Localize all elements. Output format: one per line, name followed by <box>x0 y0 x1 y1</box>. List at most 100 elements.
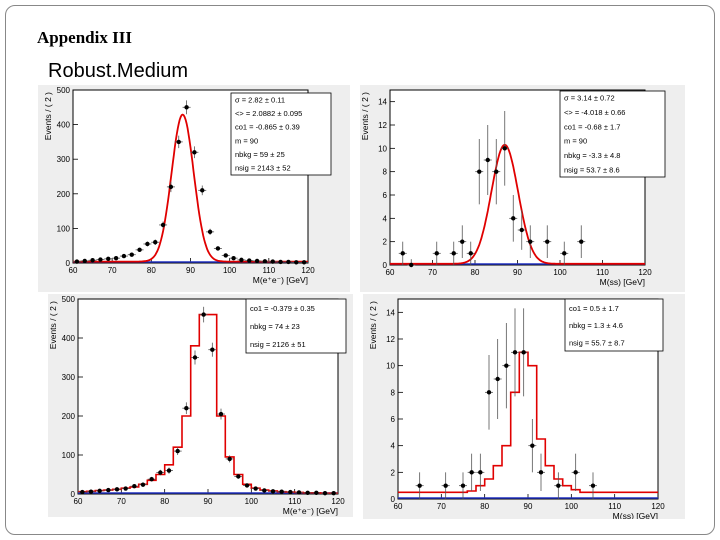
data-point <box>80 489 85 495</box>
y-tick-label: 2 <box>383 238 388 247</box>
y-tick-label: 500 <box>62 295 76 304</box>
x-tick-label: 90 <box>513 268 522 277</box>
data-point <box>160 222 166 228</box>
data-point <box>305 490 310 496</box>
y-tick-label: 0 <box>391 495 396 504</box>
stat-line: nbkg = -3.3 ± 4.8 <box>564 151 620 160</box>
data-point <box>74 259 80 264</box>
stat-box-frame <box>230 92 332 176</box>
stat-box: co1 = 0.5 ± 1.7 nbkg = 1.3 ± 4.6 nsig = 55… <box>564 298 664 352</box>
data-point <box>519 227 524 233</box>
data-point <box>301 260 307 265</box>
data-point <box>322 491 328 496</box>
data-point <box>502 146 507 151</box>
data-point <box>521 350 526 355</box>
y-tick-label: 100 <box>57 224 71 233</box>
data-point <box>468 251 473 256</box>
data-point <box>184 406 189 411</box>
y-axis-label: Events / ( 2 ) <box>48 301 58 349</box>
stat-line: σ = 3.14 ± 0.72 <box>564 94 615 103</box>
data-point <box>579 239 584 244</box>
data-point <box>168 184 174 190</box>
y-tick-label: 500 <box>57 86 71 95</box>
y-tick-label: 300 <box>57 155 71 164</box>
y-tick-label: 14 <box>386 308 395 317</box>
y-tick-label: 12 <box>386 335 395 344</box>
x-tick-label: 90 <box>524 502 533 511</box>
stat-line: co1 = 0.5 ± 1.7 <box>569 304 619 313</box>
data-point <box>443 483 448 488</box>
data-point <box>270 489 276 494</box>
stat-line: nsig = 55.7 ± 8.7 <box>569 338 625 347</box>
data-point <box>331 491 336 496</box>
data-point <box>278 259 283 265</box>
stat-line: m = 90 <box>564 137 587 146</box>
y-tick-label: 200 <box>57 190 71 199</box>
data-point <box>88 489 94 494</box>
x-tick-label: 120 <box>651 502 665 511</box>
data-point <box>223 253 228 258</box>
stat-box: σ = 3.14 ± 0.72 <> = -4.018 ± 0.66 co1 = -… <box>559 90 666 178</box>
data-point <box>114 487 120 492</box>
data-point <box>460 239 465 244</box>
data-point <box>409 262 414 268</box>
y-tick-label: 200 <box>62 412 76 421</box>
x-tick-label: 110 <box>596 268 609 277</box>
x-axis-label: M(e⁺e⁻) [GeV] <box>283 506 338 516</box>
data-point <box>417 483 422 488</box>
y-tick-label: 400 <box>57 121 71 130</box>
data-point <box>590 483 596 488</box>
stat-line: <> = 2.0882 ± 0.095 <box>235 109 302 118</box>
data-point <box>176 139 181 145</box>
y-tick-label: 0 <box>383 261 388 270</box>
data-point <box>294 260 299 265</box>
data-point <box>175 448 180 454</box>
x-tick-label: 60 <box>386 268 395 277</box>
chart-ee-fit: 0 100 200 300 400 500 60 70 80 90 100 110 120 M(e⁺e⁻)… <box>38 85 350 292</box>
data-point <box>106 256 111 262</box>
data-point <box>207 229 213 235</box>
data-point <box>192 355 198 360</box>
data-point <box>288 489 293 495</box>
stat-line: nsig = 2126 ± 51 <box>250 340 306 349</box>
stat-box-frame <box>559 90 666 178</box>
data-point <box>129 252 134 257</box>
data-point <box>296 490 302 495</box>
x-tick-label: 80 <box>471 268 480 277</box>
stat-line: co1 = -0.865 ± 0.39 <box>235 123 300 132</box>
x-tick-label: 110 <box>288 497 301 506</box>
data-point <box>528 239 533 244</box>
data-point <box>253 486 258 491</box>
x-tick-label: 110 <box>608 502 621 511</box>
x-tick-label: 90 <box>204 497 213 506</box>
data-point <box>469 470 474 475</box>
data-point <box>530 443 535 448</box>
data-point <box>201 312 206 317</box>
chart-ss-hist: 0 2 4 6 8 10 12 14 60 70 80 90 100 110 120 M(ss) [GeV] E… <box>363 294 685 519</box>
x-tick-label: 90 <box>186 266 195 275</box>
x-tick-label: 60 <box>69 266 78 275</box>
data-point <box>137 247 142 253</box>
data-point <box>286 259 291 265</box>
y-tick-label: 10 <box>378 144 387 153</box>
data-point <box>145 241 150 247</box>
x-axis-label: M(ss) [GeV] <box>613 511 658 519</box>
data-point <box>247 258 252 263</box>
stat-line: <> = -4.018 ± 0.66 <box>564 108 625 117</box>
data-point <box>314 490 319 496</box>
x-tick-label: 120 <box>331 497 345 506</box>
y-tick-label: 12 <box>378 121 387 130</box>
stat-box: σ = 2.82 ± 0.11 <> = 2.0882 ± 0.095 co1 = … <box>230 92 332 176</box>
data-point <box>90 258 95 263</box>
x-axis-label: M(e⁺e⁻) [GeV] <box>253 275 308 285</box>
data-point <box>478 470 483 475</box>
x-tick-label: 110 <box>262 266 275 275</box>
stat-line: nsig = 53.7 ± 8.6 <box>564 165 620 174</box>
x-tick-label: 100 <box>245 497 259 506</box>
y-tick-label: 14 <box>378 98 387 107</box>
data-point <box>210 347 215 352</box>
data-point <box>270 259 275 264</box>
y-axis-label: Events / ( 2 ) <box>43 92 53 140</box>
data-point <box>254 258 260 264</box>
